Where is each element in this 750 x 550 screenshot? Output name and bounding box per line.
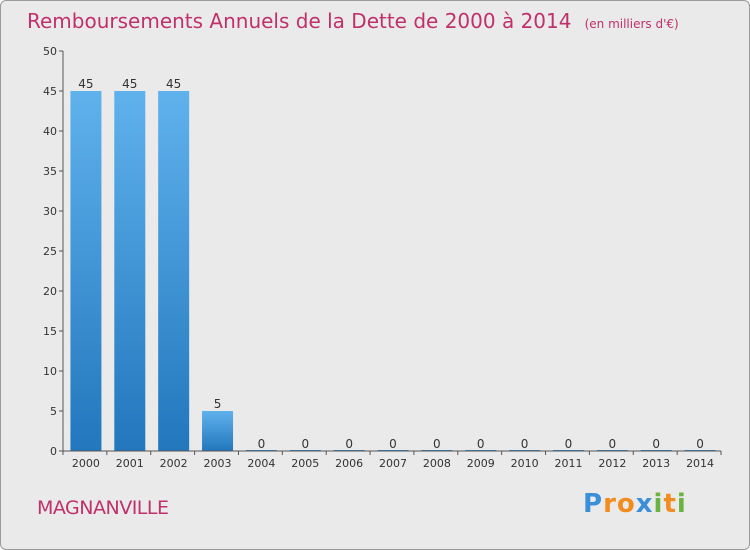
y-tick-label: 10 <box>43 365 57 378</box>
logo-letter: P <box>583 489 604 519</box>
data-label-2007: 0 <box>389 437 397 451</box>
data-label-2010: 0 <box>521 437 529 451</box>
data-label-2003: 5 <box>214 397 222 411</box>
data-label-2008: 0 <box>433 437 441 451</box>
y-tick-label: 0 <box>50 445 57 458</box>
data-label-2000: 45 <box>78 77 93 91</box>
logo-letter: i <box>653 489 664 519</box>
logo-letter: t <box>663 489 677 519</box>
x-tick-label-2004: 2004 <box>247 457 275 470</box>
x-tick-label-2008: 2008 <box>423 457 451 470</box>
chart-subtitle: (en milliers d'€) <box>584 17 679 31</box>
x-tick-label-2006: 2006 <box>335 457 363 470</box>
y-tick-label: 5 <box>50 405 57 418</box>
y-tick-label: 15 <box>43 325 57 338</box>
x-tick-label-2009: 2009 <box>467 457 495 470</box>
data-label-2012: 0 <box>609 437 617 451</box>
x-tick-label-2010: 2010 <box>511 457 539 470</box>
y-tick-label: 30 <box>43 205 57 218</box>
logo-letter: x <box>635 489 654 519</box>
logo-letter: i <box>676 489 687 519</box>
data-label-2005: 0 <box>301 437 309 451</box>
x-tick-label-2014: 2014 <box>686 457 714 470</box>
data-label-2001: 45 <box>122 77 137 91</box>
chart-title: Remboursements Annuels de la Dette de 20… <box>27 9 572 33</box>
y-tick-label: 50 <box>43 45 57 58</box>
bar-2003 <box>202 411 234 451</box>
data-label-2014: 0 <box>696 437 704 451</box>
x-tick-label-2012: 2012 <box>598 457 626 470</box>
y-tick-label: 40 <box>43 125 57 138</box>
x-tick-label-2013: 2013 <box>642 457 670 470</box>
data-label-2006: 0 <box>345 437 353 451</box>
logo-letter: o <box>616 489 636 519</box>
bar-2000 <box>70 91 102 451</box>
y-tick-label: 45 <box>43 85 57 98</box>
y-tick-label: 20 <box>43 285 57 298</box>
y-tick-label: 25 <box>43 245 57 258</box>
x-tick-label-2002: 2002 <box>160 457 188 470</box>
x-tick-label-2011: 2011 <box>554 457 582 470</box>
data-label-2004: 0 <box>258 437 266 451</box>
x-tick-label-2000: 2000 <box>72 457 100 470</box>
x-tick-label-2007: 2007 <box>379 457 407 470</box>
data-label-2013: 0 <box>652 437 660 451</box>
bar-2001 <box>114 91 146 451</box>
x-tick-label-2003: 2003 <box>204 457 232 470</box>
logo-letter: r <box>603 489 617 519</box>
x-tick-label-2001: 2001 <box>116 457 144 470</box>
data-label-2002: 45 <box>166 77 181 91</box>
title-line: Remboursements Annuels de la Dette de 20… <box>27 9 679 33</box>
bar-2002 <box>158 91 190 451</box>
x-tick-label-2005: 2005 <box>291 457 319 470</box>
data-label-2009: 0 <box>477 437 485 451</box>
y-tick-label: 35 <box>43 165 57 178</box>
commune-name: MAGNANVILLE <box>37 497 169 519</box>
data-label-2011: 0 <box>565 437 573 451</box>
proxiti-logo: Proxiti <box>583 489 687 519</box>
